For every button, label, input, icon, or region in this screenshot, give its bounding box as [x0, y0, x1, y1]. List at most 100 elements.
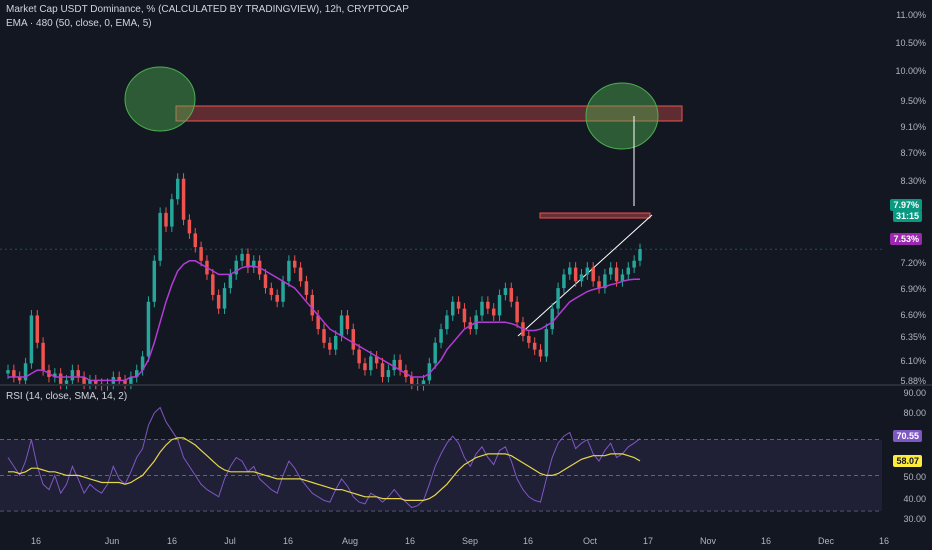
- candle-body: [140, 356, 145, 371]
- candle-body: [35, 315, 39, 343]
- candle-body: [339, 315, 344, 336]
- candle-body: [246, 253, 250, 268]
- candle-body: [117, 376, 121, 381]
- candle-body: [550, 308, 554, 330]
- candle-body: [287, 260, 291, 282]
- candle-body: [363, 363, 367, 371]
- candle-body: [351, 329, 355, 350]
- candle-body: [345, 315, 350, 330]
- candle-body: [421, 380, 426, 386]
- candle-body: [573, 267, 578, 282]
- candle-body: [293, 260, 297, 268]
- time-tick: Oct: [582, 536, 598, 546]
- time-tick: Sep: [461, 536, 479, 546]
- candle-body: [538, 349, 543, 357]
- rsi-ma-line: [8, 437, 641, 501]
- price-tick: 8.70%: [900, 148, 926, 158]
- candle-body: [228, 274, 233, 289]
- candle-body: [281, 281, 285, 302]
- candle-body: [445, 315, 449, 330]
- candle-body: [304, 281, 309, 295]
- candle-body: [451, 301, 455, 316]
- rsi-tick: 50.00: [903, 472, 926, 482]
- candle-body: [497, 294, 502, 316]
- candle-body: [211, 274, 215, 295]
- ema-indicator-label[interactable]: EMA · 480 (50, close, 0, EMA, 5): [6, 18, 152, 29]
- chart-drawings: [124, 66, 683, 337]
- candle-body: [386, 370, 391, 377]
- candle-body: [509, 288, 513, 302]
- candle-body: [193, 233, 197, 248]
- candle-body: [6, 370, 10, 374]
- candle-body: [64, 380, 69, 384]
- price-tick: 6.60%: [900, 310, 926, 320]
- time-tick: Jun: [104, 536, 120, 546]
- price-tick: 6.35%: [900, 332, 926, 342]
- chart-title: Market Cap USDT Dominance, % (CALCULATED…: [6, 4, 409, 15]
- time-tick: 16: [282, 536, 294, 546]
- time-tick: 16: [878, 536, 890, 546]
- ema-value-badge: 7.53%: [890, 233, 922, 245]
- candle-body: [187, 219, 192, 234]
- candle-body: [392, 359, 396, 371]
- candle-body: [222, 288, 227, 309]
- candle-body: [486, 301, 490, 309]
- candle-body: [398, 359, 402, 371]
- price-tick: 6.10%: [900, 356, 926, 366]
- candle-body: [298, 267, 303, 282]
- bar-countdown-badge: 31:15: [892, 210, 922, 222]
- highlight-circle-right: [585, 82, 659, 150]
- candle-body: [70, 370, 75, 381]
- candle-body: [123, 380, 127, 384]
- candle-body: [316, 315, 320, 330]
- rsi-tick: 40.00: [903, 494, 926, 504]
- price-tick: 9.50%: [900, 96, 926, 106]
- candle-body: [17, 376, 22, 381]
- time-tick: 16: [166, 536, 178, 546]
- price-tick: 8.30%: [900, 176, 926, 186]
- price-tick: 9.10%: [900, 122, 926, 132]
- candle-body: [94, 380, 98, 384]
- rsi-tick: 90.00: [903, 388, 926, 398]
- candle-body: [369, 356, 373, 371]
- price-tick: 5.88%: [900, 376, 926, 386]
- highlight-circle-left: [124, 66, 196, 132]
- candle-body: [380, 363, 385, 377]
- candle-body: [58, 373, 63, 384]
- candle-body: [532, 342, 537, 350]
- candle-body: [199, 247, 203, 261]
- candle-body: [626, 267, 631, 275]
- candle-body: [240, 253, 244, 261]
- rsi-levels: [0, 439, 882, 512]
- rsi-line: [7, 406, 641, 509]
- candle-body: [181, 178, 186, 220]
- candle-body: [462, 308, 467, 323]
- candle-body: [29, 315, 34, 364]
- price-tick: 10.50%: [895, 38, 926, 48]
- candle-body: [152, 260, 157, 302]
- candle-body: [146, 301, 151, 357]
- candle-body: [175, 178, 180, 200]
- resistance-zone: [175, 105, 683, 122]
- candle-body: [216, 294, 221, 309]
- candle-body: [503, 288, 508, 295]
- time-tick: 17: [642, 536, 654, 546]
- ascending-trendline: [517, 214, 653, 337]
- candle-body: [310, 294, 315, 316]
- rsi-indicator-label[interactable]: RSI (14, close, SMA, 14, 2): [6, 391, 128, 402]
- candle-body: [439, 329, 443, 343]
- ema-line: [8, 260, 640, 382]
- candle-body: [357, 349, 361, 364]
- time-tick: Dec: [817, 536, 835, 546]
- candle-body: [82, 376, 86, 384]
- time-tick: Jul: [224, 536, 236, 546]
- triangle-resistance-box: [539, 212, 651, 219]
- candle-body: [41, 342, 45, 371]
- rsi-tick: 80.00: [903, 408, 926, 418]
- candle-body: [53, 373, 57, 377]
- candle-body: [632, 260, 636, 268]
- candle-body: [374, 356, 379, 364]
- candle-body: [328, 342, 332, 350]
- price-tick: 7.20%: [900, 258, 926, 268]
